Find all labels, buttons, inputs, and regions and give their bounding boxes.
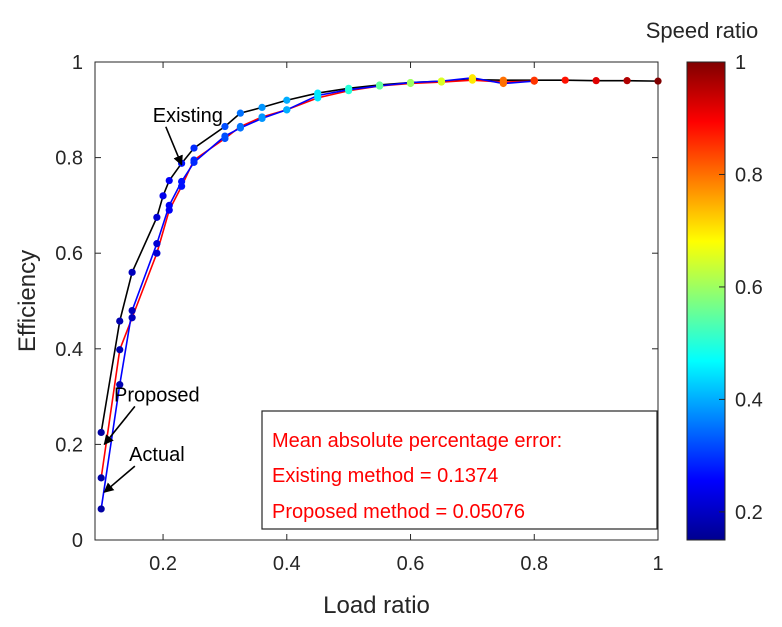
y-tick-label: 0.6 [55,243,83,265]
x-axis-label: Load ratio [323,592,430,619]
data-point-proposed [153,249,161,257]
data-point-actual [128,306,136,315]
data-point-proposed [116,346,124,354]
data-point-existing [97,428,105,437]
annotation-arrow-proposed [103,405,136,446]
data-point-actual [375,82,384,90]
data-point-actual [258,114,266,123]
data-point-existing [153,213,161,221]
data-point-existing [159,192,167,200]
textbox-line-1: Mean absolute percentage error: [272,430,562,452]
data-point-proposed [128,314,136,322]
colorbar-tick-label: 1 [735,52,746,74]
data-point-proposed [97,474,105,482]
data-point-existing [128,268,136,276]
annotation-label-proposed: Proposed [114,384,200,406]
colorbar [686,61,726,541]
data-point-existing [221,122,229,131]
x-tick-label: 1 [652,553,663,575]
y-tick-label: 0.2 [55,434,83,456]
data-point-existing [592,77,600,85]
data-point-actual [530,77,538,85]
data-point-existing [116,317,124,325]
annotation-label-actual: Actual [129,444,185,466]
x-tick-label: 0.6 [397,553,425,575]
data-point-actual [97,505,105,513]
data-point-actual [153,240,161,248]
data-point-existing [190,144,198,152]
colorbar-tick-label: 0.6 [735,277,763,299]
x-tick-label: 0.4 [273,553,301,575]
colorbar-tick-label: 0.8 [735,164,763,186]
data-point-actual [437,77,446,85]
error-textbox [261,410,658,530]
data-point-actual [499,79,507,88]
textbox-line-3: Proposed method = 0.05076 [272,501,525,523]
colorbar-tick-label: 0.4 [735,389,763,411]
plot-area-frame [94,61,659,541]
y-axis-label: Efficiency [14,250,41,352]
colorbar-title: Speed ratio [646,18,759,43]
data-point-existing [561,76,569,84]
data-point-actual [165,201,173,209]
data-point-existing [258,103,266,112]
data-point-actual [190,158,198,166]
y-tick-label: 0 [72,530,83,552]
x-tick-label: 0.2 [149,553,177,575]
data-point-existing [236,109,244,117]
data-point-existing [654,77,662,85]
data-point-actual [468,74,476,82]
colorbar-tick-label: 0.2 [735,502,763,524]
data-point-actual [283,106,291,114]
data-point-actual [221,132,229,140]
data-point-existing [165,176,173,185]
data-point-actual [406,78,415,87]
x-tick-label: 0.8 [520,553,548,575]
data-point-existing [623,77,631,85]
y-tick-label: 1 [72,52,83,74]
y-tick-label: 0.8 [55,148,83,170]
data-point-existing [283,96,291,104]
data-point-actual [345,86,353,94]
textbox-line-2: Existing method = 0.1374 [272,465,498,487]
data-point-actual [314,91,322,100]
data-point-actual [236,124,244,132]
y-tick-label: 0.4 [55,339,83,361]
data-point-actual [116,381,124,389]
annotation-arrow-existing [165,126,183,166]
series-line-existing [100,78,659,433]
data-point-actual [178,177,186,186]
annotation-arrow-actual [103,465,136,493]
annotation-label-existing: Existing [153,105,223,127]
